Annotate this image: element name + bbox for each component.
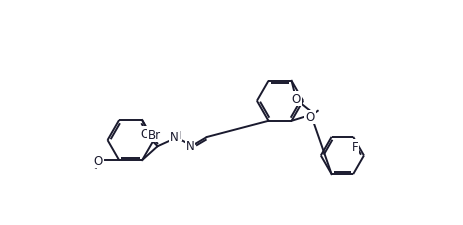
Text: O: O [306, 111, 315, 124]
Text: O: O [292, 93, 301, 106]
Text: N: N [186, 139, 194, 152]
Text: O: O [94, 154, 103, 167]
Text: F: F [351, 140, 358, 153]
Text: Br: Br [148, 129, 161, 142]
Text: N: N [170, 131, 179, 144]
Text: O: O [141, 127, 150, 140]
Text: H: H [173, 130, 181, 140]
